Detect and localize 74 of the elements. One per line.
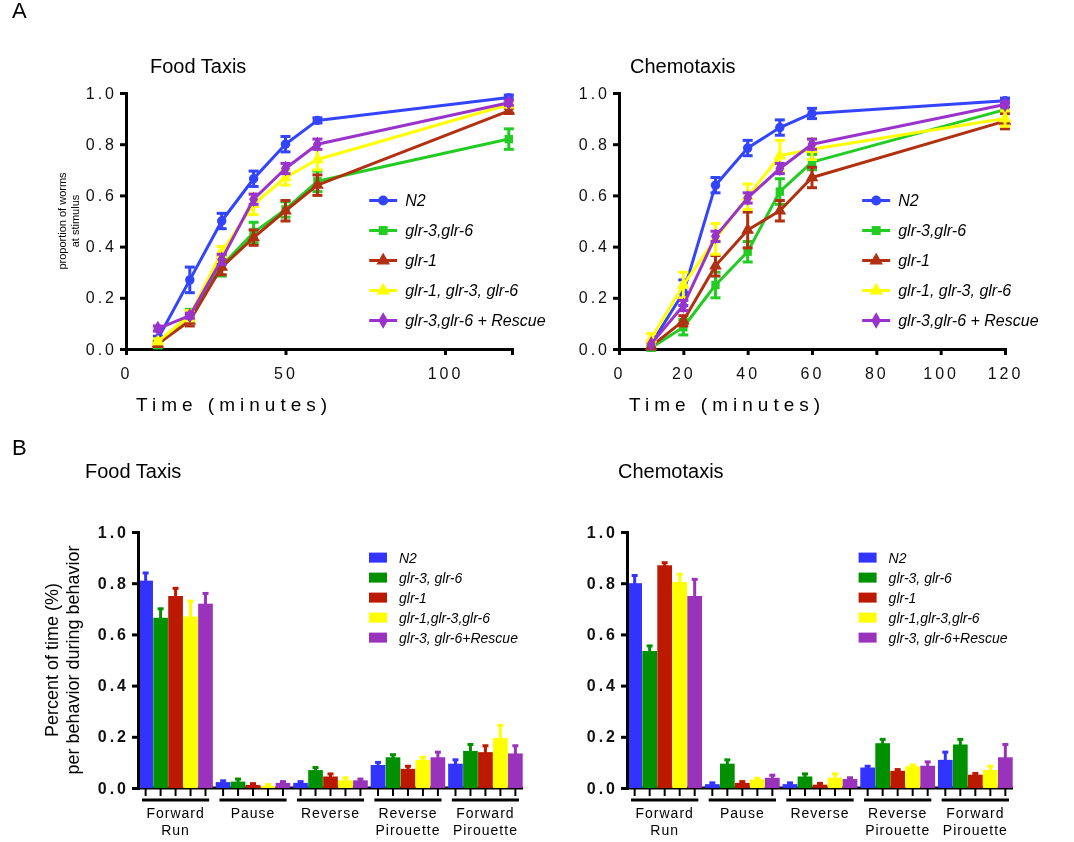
y-tick-label: 0.4 bbox=[97, 677, 129, 695]
x-tick-label: 20 bbox=[671, 364, 696, 382]
legend-label: glr-3, glr-6 bbox=[888, 569, 953, 586]
legend-label: glr-1, glr-3, glr-6 bbox=[405, 281, 519, 299]
x-tick-label: Reverse bbox=[300, 805, 361, 821]
x-axis-title: Time (minutes) bbox=[629, 394, 826, 415]
legend-label: glr-1 bbox=[888, 589, 917, 606]
x-tick-label: 100 bbox=[923, 364, 960, 382]
legend-label: glr-3,glr-6 + Rescue bbox=[405, 311, 546, 329]
y-tick-label: 0.0 bbox=[578, 340, 610, 358]
y-tick-label: 1.0 bbox=[586, 523, 618, 541]
y-tick-label: 0.2 bbox=[578, 289, 610, 307]
legend-label: glr-1,glr-3,glr-6 bbox=[399, 609, 491, 626]
x-tick-label: Forward Pirouette bbox=[942, 805, 1008, 838]
legend-label: glr-1,glr-3,glr-6 bbox=[888, 609, 980, 626]
x-tick-label: Forward Run bbox=[635, 805, 694, 838]
y-tick-label: 0.2 bbox=[97, 728, 129, 746]
x-tick-label: Forward Run bbox=[146, 805, 205, 838]
legend-label: N2 bbox=[888, 549, 907, 566]
chart-title: Chemotaxis bbox=[618, 460, 724, 482]
x-tick-label: 100 bbox=[427, 364, 464, 382]
x-tick-label: 0 bbox=[613, 364, 626, 382]
y-tick-label: 0.4 bbox=[586, 677, 618, 695]
y-tick-label: 0.0 bbox=[97, 779, 129, 797]
x-tick-label: Reverse bbox=[790, 805, 850, 821]
y-tick-label: 0.4 bbox=[85, 238, 117, 256]
chart-title: Food Taxis bbox=[85, 460, 182, 482]
y-tick-label: 0.6 bbox=[85, 187, 117, 205]
x-tick-label: 60 bbox=[800, 364, 825, 382]
y-tick-label: 0.8 bbox=[85, 135, 117, 153]
x-tick-label: 120 bbox=[987, 364, 1024, 382]
legend-label: glr-3, glr-6 bbox=[399, 569, 463, 586]
y-tick-label: 0.8 bbox=[97, 574, 129, 592]
x-tick-label: 0 bbox=[120, 364, 133, 382]
legend-label: glr-3, glr-6+Rescue bbox=[888, 629, 1008, 646]
y-tick-label: 0.6 bbox=[578, 187, 610, 205]
x-tick-label: Forward Pirouette bbox=[452, 805, 518, 838]
y-tick-label: 0.6 bbox=[97, 626, 129, 644]
text: A bbox=[12, 0, 27, 23]
y-tick-label: 0.2 bbox=[586, 728, 618, 746]
x-tick-label: Reverse Pirouette bbox=[375, 805, 441, 838]
x-tick-label: 80 bbox=[864, 364, 889, 382]
legend-label: glr-1, glr-3, glr-6 bbox=[898, 281, 1012, 299]
y-tick-label: 1.0 bbox=[85, 84, 117, 102]
y-tick-label: 0.2 bbox=[85, 289, 117, 307]
legend-label: glr-3,glr-6 + Rescue bbox=[898, 311, 1039, 329]
x-tick-label: Reverse Pirouette bbox=[865, 805, 931, 838]
y-tick-label: 0.0 bbox=[85, 340, 117, 358]
y-tick-label: 1.0 bbox=[97, 523, 129, 541]
x-tick-label: Pause bbox=[719, 805, 765, 821]
y-tick-label: 0.0 bbox=[586, 779, 618, 797]
chart-title: Food Taxis bbox=[150, 55, 247, 77]
chart-title: Chemotaxis bbox=[630, 55, 736, 77]
x-tick-label: 50 bbox=[274, 364, 298, 382]
y-tick-label: 1.0 bbox=[578, 84, 610, 102]
x-tick-label: Pause bbox=[230, 805, 276, 821]
legend-label: N2 bbox=[898, 191, 919, 209]
legend-label: N2 bbox=[405, 191, 426, 209]
y-axis-title: Percent of time (%) per behavior during behavior bbox=[42, 545, 83, 775]
legend-label: glr-3,glr-6 bbox=[898, 221, 967, 239]
y-tick-label: 0.8 bbox=[586, 574, 618, 592]
y-tick-label: 0.6 bbox=[586, 626, 618, 644]
y-tick-label: 0.8 bbox=[578, 135, 610, 153]
y-tick-label: 0.4 bbox=[578, 238, 610, 256]
y-axis-title: proportion of worms at stimulus bbox=[56, 171, 81, 270]
x-tick-label: 40 bbox=[736, 364, 761, 382]
legend-label: glr-1 bbox=[405, 251, 437, 269]
x-axis-title: Time (minutes) bbox=[136, 394, 333, 415]
text: B bbox=[12, 435, 27, 460]
legend-label: glr-1 bbox=[898, 251, 930, 269]
legend-label: N2 bbox=[399, 549, 418, 566]
legend-label: glr-3, glr-6+Rescue bbox=[399, 629, 519, 646]
legend-label: glr-1 bbox=[399, 589, 427, 606]
legend-label: glr-3,glr-6 bbox=[405, 221, 474, 239]
